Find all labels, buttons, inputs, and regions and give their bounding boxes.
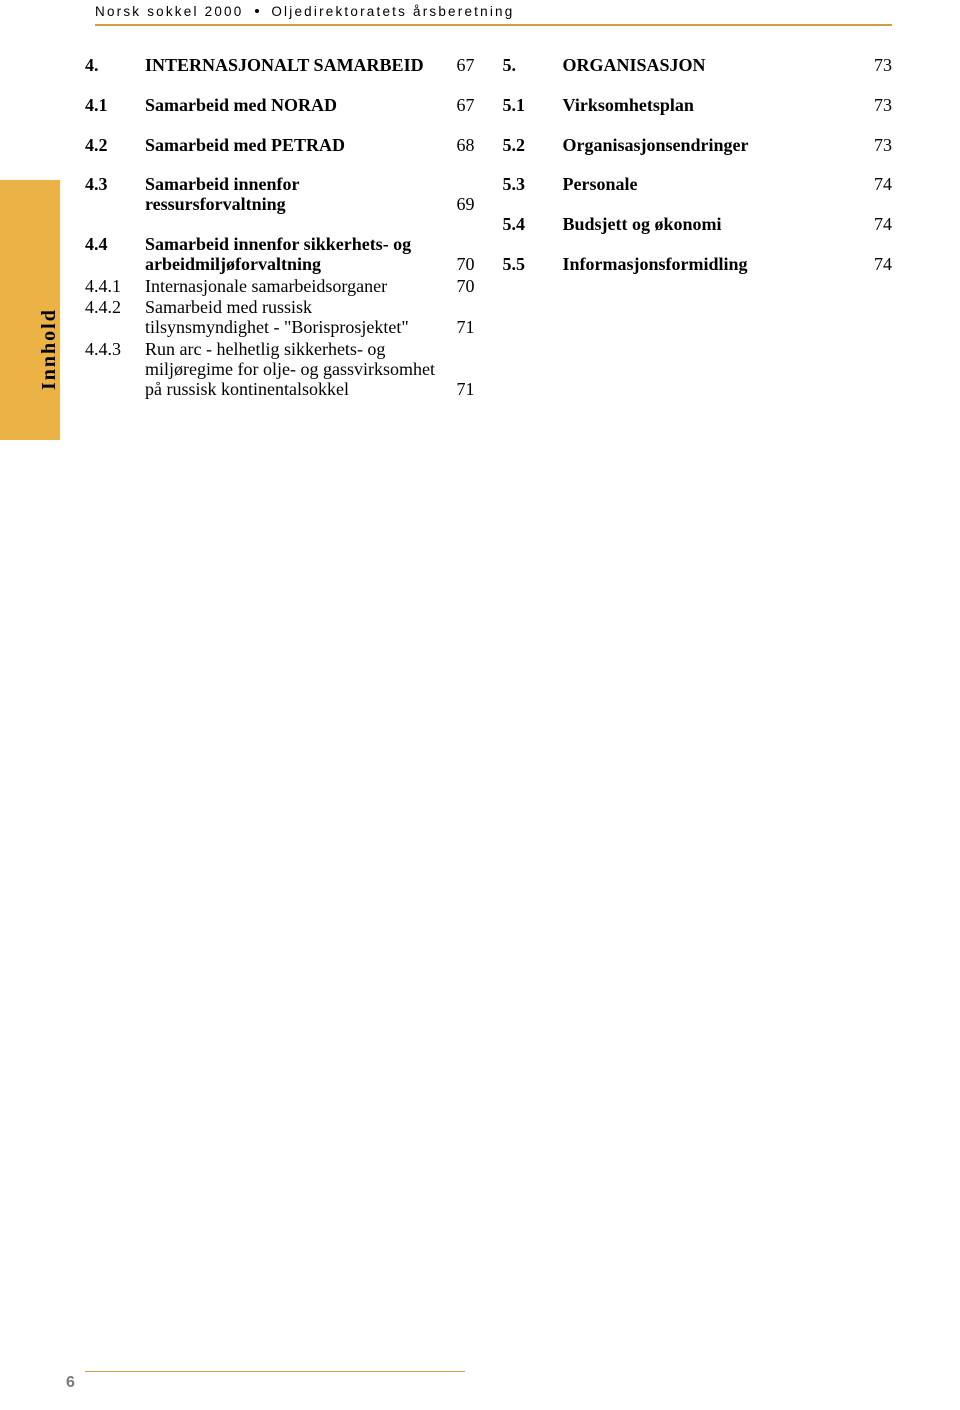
toc-entry-title: Personale	[563, 175, 863, 195]
toc-entry-number: 5.4	[503, 215, 563, 235]
toc-entry-page: 74	[862, 215, 892, 235]
toc-entry: 4.2Samarbeid med PETRAD68	[85, 136, 475, 156]
bullet-icon	[255, 9, 259, 13]
toc-entry-number: 5.3	[503, 175, 563, 195]
header-left: Norsk sokkel 2000	[95, 4, 243, 19]
toc-entry-page: 73	[862, 136, 892, 156]
toc-entry-number: 5.2	[503, 136, 563, 156]
side-tab-label: Innhold	[38, 308, 61, 390]
toc-entry-title: ORGANISASJON	[563, 56, 863, 76]
toc-entry: 4.1Samarbeid med NORAD67	[85, 96, 475, 116]
toc-entry-number: 4.4	[85, 235, 145, 275]
toc-entry-title: Samarbeid med PETRAD	[145, 136, 445, 156]
toc-entry: 5.2Organisasjonsendringer73	[503, 136, 893, 156]
toc-entry-page: 74	[862, 175, 892, 195]
toc-entry: 5.5Informasjonsformidling74	[503, 255, 893, 275]
toc-entry-title: Budsjett og økonomi	[563, 215, 863, 235]
toc-entry: 4.4.1Internasjonale samarbeidsorganer70	[85, 277, 475, 297]
toc-entry-title: Internasjonale samarbeidsorganer	[145, 277, 445, 297]
toc-entry-title: Virksomhetsplan	[563, 96, 863, 116]
toc-entry-number: 4.	[85, 56, 145, 76]
toc-entry-page: 70	[445, 277, 475, 297]
toc-entry-number: 5.	[503, 56, 563, 76]
toc-entry-page: 73	[862, 96, 892, 116]
toc-entry-page: 71	[445, 318, 475, 338]
toc-entry-title: Run arc - helhetlig sikkerhets- og miljø…	[145, 340, 445, 399]
toc-right-column: 5.ORGANISASJON735.1Virksomhetsplan735.2O…	[503, 56, 893, 401]
page-header: Norsk sokkel 2000 Oljedirektoratets årsb…	[95, 4, 514, 19]
toc-entry-number: 4.4.1	[85, 277, 145, 297]
toc-entry-page: 74	[862, 255, 892, 275]
toc-entry-page: 70	[445, 255, 475, 275]
toc-entry-page: 67	[445, 56, 475, 76]
toc-entry-title: Samarbeid med NORAD	[145, 96, 445, 116]
toc-entry-number: 5.5	[503, 255, 563, 275]
toc-entry-number: 4.1	[85, 96, 145, 116]
toc-entry-page: 68	[445, 136, 475, 156]
toc-entry: 4.4.3Run arc - helhetlig sikkerhets- og …	[85, 340, 475, 399]
page-number: 6	[66, 1374, 75, 1392]
toc-entry: 5.1Virksomhetsplan73	[503, 96, 893, 116]
toc-entry-title: Organisasjonsendringer	[563, 136, 863, 156]
toc-entry-page: 67	[445, 96, 475, 116]
toc-content: 4.INTERNASJONALT SAMARBEID674.1Samarbeid…	[85, 56, 892, 401]
toc-left-column: 4.INTERNASJONALT SAMARBEID674.1Samarbeid…	[85, 56, 475, 401]
toc-entry: 4.INTERNASJONALT SAMARBEID67	[85, 56, 475, 76]
toc-entry-page: 71	[445, 380, 475, 400]
header-right: Oljedirektoratets årsberetning	[271, 4, 514, 19]
header-rule	[95, 24, 892, 26]
toc-entry-number: 4.2	[85, 136, 145, 156]
toc-entry-number: 5.1	[503, 96, 563, 116]
toc-entry-number: 4.3	[85, 175, 145, 215]
toc-entry: 5.4Budsjett og økonomi74	[503, 215, 893, 235]
toc-entry: 5.3Personale74	[503, 175, 893, 195]
toc-entry: 4.4Samarbeid innenfor sikkerhets- og arb…	[85, 235, 475, 275]
toc-entry-title: Samarbeid innenfor sikkerhets- og arbeid…	[145, 235, 445, 275]
toc-entry-title: Informasjonsformidling	[563, 255, 863, 275]
footer-rule	[85, 1371, 465, 1372]
toc-entry: 4.4.2Samarbeid med russisk tilsynsmyndig…	[85, 298, 475, 338]
toc-entry-number: 4.4.3	[85, 340, 145, 399]
toc-entry-title: Samarbeid med russisk tilsynsmyndighet -…	[145, 298, 445, 338]
toc-entry-title: INTERNASJONALT SAMARBEID	[145, 56, 445, 76]
toc-entry: 5.ORGANISASJON73	[503, 56, 893, 76]
toc-entry-number: 4.4.2	[85, 298, 145, 338]
toc-entry: 4.3Samarbeid innenfor ressursforvaltning…	[85, 175, 475, 215]
toc-entry-title: Samarbeid innenfor ressursforvaltning	[145, 175, 445, 215]
toc-entry-page: 73	[862, 56, 892, 76]
toc-entry-page: 69	[445, 195, 475, 215]
